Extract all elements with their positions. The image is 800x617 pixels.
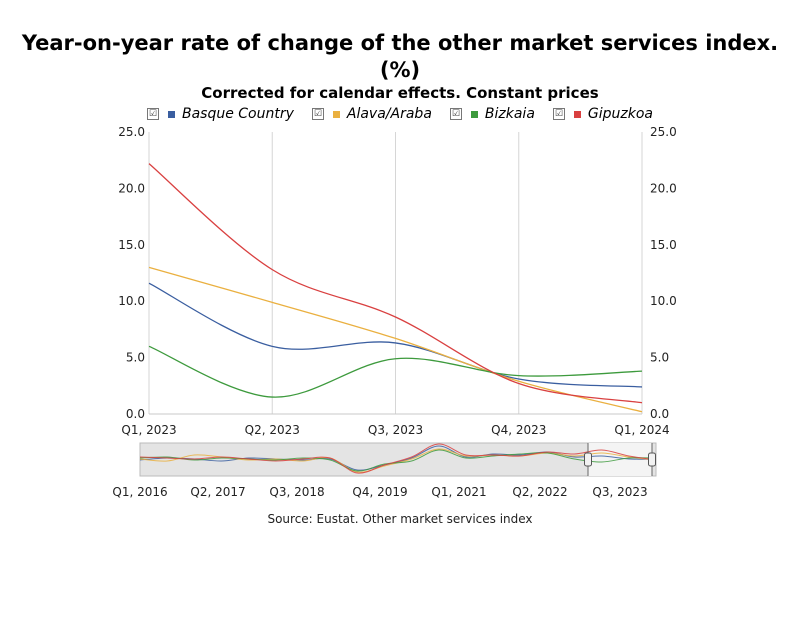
y-tick-label-right: 15.0 xyxy=(650,238,677,252)
legend-swatch xyxy=(167,110,175,118)
x-tick-label: Q3, 2023 xyxy=(368,423,423,437)
x-tick-label: Q4, 2023 xyxy=(491,423,546,437)
navigator-line xyxy=(139,443,657,474)
x-tick-label: Q2, 2023 xyxy=(245,423,300,437)
navigator: Q1, 2016 Q2, 2017 Q3, 2018 Q4, 2019 Q1, 2021… xyxy=(112,442,657,499)
navigator-tick-label: Q3, 2023 xyxy=(592,485,647,499)
legend-item-basque-country[interactable]: ☑ Basque Country xyxy=(146,106,294,122)
legend-item-bizkaia[interactable]: ☑ Bizkaia xyxy=(449,106,535,122)
y-tick-label-left: 5.0 xyxy=(126,351,145,365)
series-line-basque-country[interactable] xyxy=(148,282,643,388)
chart-title: Year-on-year rate of change of the other… xyxy=(21,31,779,82)
y-tick-label-left: 10.0 xyxy=(118,294,145,308)
legend-swatch xyxy=(332,110,340,118)
navigator-handle[interactable] xyxy=(584,452,592,467)
x-tick-label: Q1, 2024 xyxy=(614,423,669,437)
checkbox-icon[interactable]: ☑ xyxy=(449,108,462,120)
navigator-line xyxy=(139,449,657,472)
y-tick-label-right: 10.0 xyxy=(650,294,677,308)
legend-item-alava-araba[interactable]: ☑ Alava/Araba xyxy=(311,106,432,122)
series-lines xyxy=(148,163,643,413)
legend-swatch xyxy=(470,110,478,118)
navigator-handle[interactable] xyxy=(648,452,656,467)
x-tick-label: Q1, 2023 xyxy=(121,423,176,437)
legend-label: Basque Country xyxy=(181,106,294,122)
y-tick-label-right: 5.0 xyxy=(650,351,669,365)
navigator-tick-label: Q1, 2021 xyxy=(431,485,486,499)
y-tick-label-right: 25.0 xyxy=(650,125,677,139)
navigator-tick-label: Q4, 2019 xyxy=(352,485,407,499)
y-tick-label-right: 0.0 xyxy=(650,407,669,421)
grid xyxy=(148,132,643,414)
source-note: Source: Eustat. Other market services in… xyxy=(267,512,533,526)
checkbox-icon[interactable]: ☑ xyxy=(311,108,324,120)
y-tick-label-left: 15.0 xyxy=(118,238,145,252)
legend-label: Bizkaia xyxy=(484,106,535,122)
series-line-gipuzkoa[interactable] xyxy=(148,163,643,404)
navigator-tick-label: Q2, 2017 xyxy=(190,485,245,499)
legend-item-gipuzkoa[interactable]: ☑ Gipuzkoa xyxy=(552,106,654,122)
navigator-tick-label: Q1, 2016 xyxy=(112,485,167,499)
checkbox-icon[interactable]: ☑ xyxy=(146,108,159,120)
chart-subtitle: Corrected for calendar effects. Constant… xyxy=(201,84,599,102)
legend-label: Alava/Araba xyxy=(346,106,432,122)
legend-swatch xyxy=(573,110,581,118)
navigator-tick-label: Q2, 2022 xyxy=(512,485,567,499)
navigator-line xyxy=(139,445,657,471)
series-line-alava-araba[interactable] xyxy=(148,266,643,413)
navigator-tick-label: Q3, 2018 xyxy=(269,485,324,499)
legend: ☑ Basque Country ☑ Alava/Araba ☑ Bizkaia… xyxy=(0,106,800,122)
checkbox-icon[interactable]: ☑ xyxy=(552,108,565,120)
y-tick-label-right: 20.0 xyxy=(650,181,677,195)
series-line-bizkaia[interactable] xyxy=(148,345,643,398)
y-tick-label-left: 25.0 xyxy=(118,125,145,139)
y-tick-label-left: 0.0 xyxy=(126,407,145,421)
y-tick-label-left: 20.0 xyxy=(118,181,145,195)
legend-label: Gipuzkoa xyxy=(587,106,654,122)
axes: 0.0 0.0 5.0 5.0 10.0 10.0 15.0 15.0 20.0 20.0 25.0… xyxy=(118,125,676,437)
